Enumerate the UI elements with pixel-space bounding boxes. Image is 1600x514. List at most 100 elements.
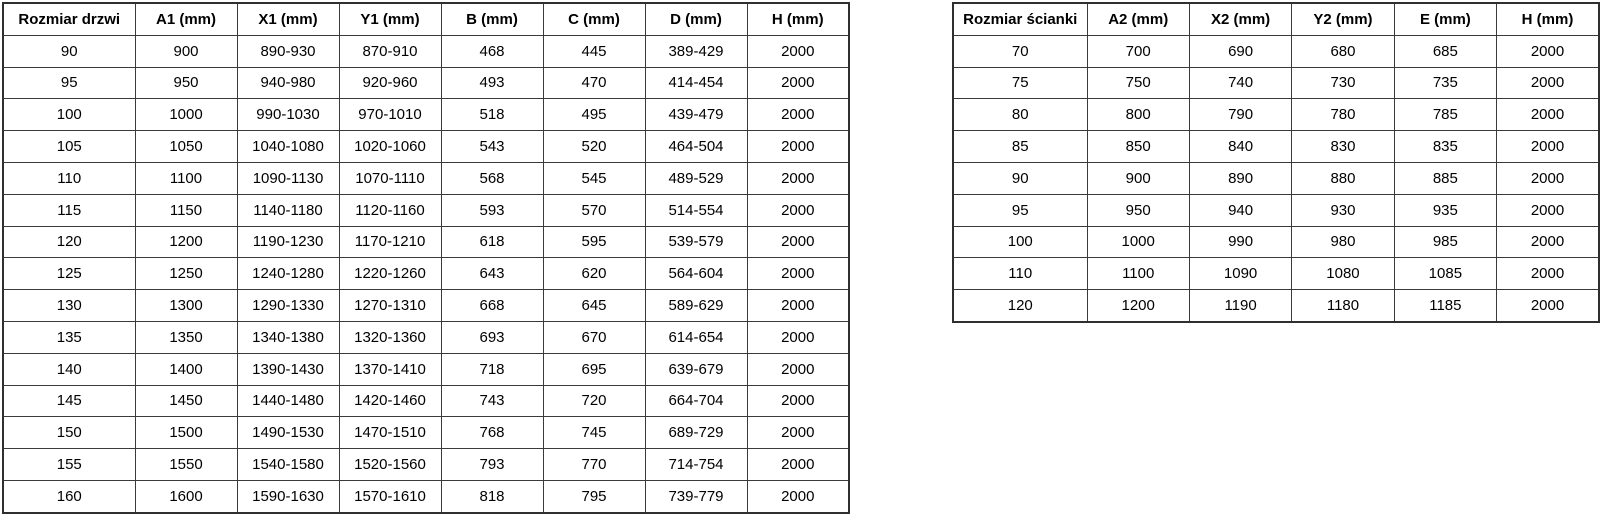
column-header: Y1 (mm) xyxy=(338,2,442,36)
table-cell: 545 xyxy=(542,161,646,195)
table-cell: 150 xyxy=(2,416,136,450)
table-cell: 940 xyxy=(1188,193,1293,227)
table-cell: 970-1010 xyxy=(338,98,442,132)
table-cell: 589-629 xyxy=(644,289,748,322)
table-row: 90 900 890 880 885 2000 xyxy=(952,161,1600,195)
table-row: 150 1500 1490-1530 1470-1510 768 745 689-729 20… xyxy=(2,416,850,450)
table-cell: 790 xyxy=(1188,98,1293,132)
table-cell: 745 xyxy=(542,416,646,450)
table-cell: 1240-1280 xyxy=(236,257,340,291)
table-cell: 90 xyxy=(952,161,1088,195)
table-cell: 2000 xyxy=(746,384,850,418)
table-cell: 1500 xyxy=(134,416,238,450)
table-cell: 543 xyxy=(440,130,544,163)
table-cell: 618 xyxy=(440,225,544,259)
table-cell: 950 xyxy=(134,66,238,100)
table-cell: 468 xyxy=(440,34,544,68)
table-cell: 840 xyxy=(1188,130,1293,163)
table-cell: 75 xyxy=(952,66,1088,100)
table-row: 110 1100 1090-1130 1070-1110 568 545 489-529 20… xyxy=(2,161,850,195)
table-cell: 130 xyxy=(2,289,136,322)
table-cell: 2000 xyxy=(1496,193,1600,227)
table-cell: 1290-1330 xyxy=(236,289,340,322)
table-cell: 935 xyxy=(1393,193,1498,227)
table-cell: 714-754 xyxy=(644,448,748,481)
table-cell: 1000 xyxy=(134,98,238,132)
table-cell: 1220-1260 xyxy=(338,257,442,291)
table-cell: 95 xyxy=(2,66,136,100)
table-row: 145 1450 1440-1480 1420-1460 743 720 664-704 20… xyxy=(2,384,850,418)
table-cell: 730 xyxy=(1291,66,1395,100)
table-cell: 100 xyxy=(952,225,1088,259)
table-cell: 1185 xyxy=(1393,289,1498,323)
table-cell: 1300 xyxy=(134,289,238,322)
table-cell: 1050 xyxy=(134,130,238,163)
table-cell: 1320-1360 xyxy=(338,320,442,354)
table-cell: 160 xyxy=(2,479,136,514)
table-cell: 743 xyxy=(440,384,544,418)
table-cell: 890 xyxy=(1188,161,1293,195)
wall-size-table: Rozmiar ścianki A2 (mm) X2 (mm) Y2 (mm) E (m… xyxy=(952,2,1600,323)
table-cell: 2000 xyxy=(1496,130,1600,163)
table-cell: 125 xyxy=(2,257,136,291)
table-cell: 2000 xyxy=(1496,66,1600,100)
table-cell: 2000 xyxy=(746,416,850,450)
table-cell: 735 xyxy=(1393,66,1498,100)
table-cell: 2000 xyxy=(746,257,850,291)
column-header: A1 (mm) xyxy=(134,2,238,36)
table-cell: 2000 xyxy=(1496,257,1600,291)
door-table-header-row: Rozmiar drzwi A1 (mm) X1 (mm) Y1 (mm) B (mm)… xyxy=(2,2,850,36)
column-header: H (mm) xyxy=(746,2,850,36)
table-cell: 750 xyxy=(1086,66,1190,100)
table-cell: 518 xyxy=(440,98,544,132)
table-cell: 595 xyxy=(542,225,646,259)
table-cell: 1090 xyxy=(1188,257,1293,291)
table-cell: 495 xyxy=(542,98,646,132)
table-cell: 680 xyxy=(1291,34,1395,68)
table-row: 80 800 790 780 785 2000 xyxy=(952,98,1600,132)
table-cell: 639-679 xyxy=(644,352,748,386)
table-cell: 140 xyxy=(2,352,136,386)
table-cell: 1020-1060 xyxy=(338,130,442,163)
table-cell: 990-1030 xyxy=(236,98,340,132)
table-cell: 389-429 xyxy=(644,34,748,68)
table-cell: 1600 xyxy=(134,479,238,514)
table-cell: 1200 xyxy=(134,225,238,259)
table-cell: 520 xyxy=(542,130,646,163)
table-cell: 880 xyxy=(1291,161,1395,195)
table-row: 95 950 940-980 920-960 493 470 414-454 2000 xyxy=(2,66,850,100)
table-cell: 685 xyxy=(1393,34,1498,68)
door-size-table: Rozmiar drzwi A1 (mm) X1 (mm) Y1 (mm) B (mm)… xyxy=(2,2,850,514)
table-cell: 2000 xyxy=(1496,289,1600,323)
table-cell: 885 xyxy=(1393,161,1498,195)
table-cell: 890-930 xyxy=(236,34,340,68)
table-cell: 70 xyxy=(952,34,1088,68)
table-cell: 900 xyxy=(134,34,238,68)
table-row: 95 950 940 930 935 2000 xyxy=(952,193,1600,227)
table-cell: 950 xyxy=(1086,193,1190,227)
table-cell: 1390-1430 xyxy=(236,352,340,386)
table-cell: 1040-1080 xyxy=(236,130,340,163)
table-cell: 568 xyxy=(440,161,544,195)
table-cell: 740 xyxy=(1188,66,1293,100)
table-cell: 2000 xyxy=(1496,34,1600,68)
table-cell: 1100 xyxy=(1086,257,1190,291)
table-cell: 693 xyxy=(440,320,544,354)
table-cell: 2000 xyxy=(746,66,850,100)
table-cell: 110 xyxy=(2,161,136,195)
table-cell: 818 xyxy=(440,479,544,514)
table-cell: 1180 xyxy=(1291,289,1395,323)
table-cell: 570 xyxy=(542,193,646,227)
table-cell: 445 xyxy=(542,34,646,68)
door-table-body: 90 900 890-930 870-910 468 445 389-429 2000 95 95… xyxy=(2,34,850,514)
table-cell: 2000 xyxy=(746,320,850,354)
table-cell: 2000 xyxy=(746,98,850,132)
table-cell: 689-729 xyxy=(644,416,748,450)
table-row: 120 1200 1190 1180 1185 2000 xyxy=(952,289,1600,323)
table-cell: 985 xyxy=(1393,225,1498,259)
table-cell: 990 xyxy=(1188,225,1293,259)
table-cell: 718 xyxy=(440,352,544,386)
table-cell: 830 xyxy=(1291,130,1395,163)
wall-table-header-row: Rozmiar ścianki A2 (mm) X2 (mm) Y2 (mm) E (m… xyxy=(952,2,1600,36)
